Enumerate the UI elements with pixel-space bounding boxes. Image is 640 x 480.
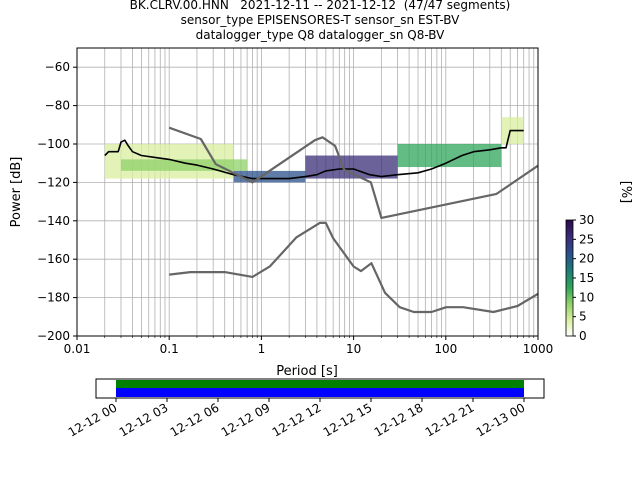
chart-title-line-1: BK.CLRV.00.HNN 2021-12-11 -- 2021-12-12 … [129, 0, 511, 12]
colorbar-label: [%] [618, 181, 633, 204]
y-tick-label: −140 [37, 214, 70, 228]
coverage-tick-label: 12-12 00 [66, 400, 120, 439]
coverage-tick-label: 12-12 18 [372, 400, 426, 439]
coverage-total-bar [116, 388, 524, 397]
x-tick-label: 10 [346, 342, 361, 356]
colorbar: 0 5 10 15 20 25 30 [%] [565, 181, 633, 343]
low-noise-model-line [169, 221, 538, 314]
y-tick-label: −200 [37, 329, 70, 343]
high-noise-model-line [168, 126, 538, 219]
colorbar-tick-label: 30 [579, 213, 594, 227]
chart-title-line-2: sensor_type EPISENSORES-T sensor_sn EST-… [180, 13, 460, 27]
y-axis-label: Power [dB] [9, 157, 24, 228]
y-tick-label: −100 [37, 137, 70, 151]
y-tick-label: −180 [37, 291, 70, 305]
y-tick-label: −80 [45, 99, 70, 113]
y-axis-ticks: −200 −180 −160 −140 −120 −100 −80 −60 [37, 60, 77, 343]
coverage-tick-label: 12-12 09 [219, 400, 273, 439]
psd-plot: 0.01 0.1 1 10 100 1000 −200 −180 −160 −140 −120 −1… [9, 47, 554, 379]
x-axis-ticks: 0.01 0.1 1 10 100 1000 [64, 336, 554, 356]
plot-frame [76, 47, 539, 337]
coverage-tick-label: 12-13 00 [474, 400, 528, 439]
y-tick-label: −160 [37, 252, 70, 266]
colorbar-tick-label: 20 [579, 252, 594, 266]
density-band [120, 159, 248, 171]
x-axis-label: Period [s] [276, 364, 338, 379]
density-band [305, 155, 398, 179]
colorbar-tick-label: 10 [579, 290, 594, 304]
colorbar-tick-label: 0 [579, 329, 587, 343]
density-band [233, 170, 306, 183]
coverage-tick-label: 12-12 12 [270, 400, 324, 439]
coverage-tick-label: 12-12 06 [168, 400, 222, 439]
coverage-bars [116, 380, 524, 397]
colorbar-tick-label: 15 [579, 271, 594, 285]
x-tick-label: 0.01 [64, 342, 91, 356]
coverage-tick-label: 12-12 15 [321, 400, 375, 439]
colorbar-tick-label: 5 [579, 310, 587, 324]
colorbar-tick-label: 25 [579, 232, 594, 246]
y-tick-label: −60 [45, 60, 70, 74]
coverage-tick-label: 12-12 21 [423, 400, 477, 439]
plot-area [77, 48, 538, 336]
colorbar-gradient [565, 219, 574, 337]
chart-title-line-3: datalogger_type Q8 datalogger_sn Q8-BV [195, 28, 445, 42]
density-heatmap [104, 117, 524, 183]
density-band [397, 144, 502, 168]
colorbar-ticks: 0 5 10 15 20 25 30 [573, 213, 594, 343]
mean-psd-line [104, 129, 524, 180]
coverage-used-bar [116, 380, 524, 388]
x-tick-label: 100 [434, 342, 457, 356]
x-tick-label: 1000 [523, 342, 554, 356]
x-tick-label: 0.1 [160, 342, 179, 356]
x-tick-label: 1 [258, 342, 266, 356]
y-tick-label: −120 [37, 175, 70, 189]
coverage-tick-label: 12-12 03 [117, 400, 171, 439]
curves [104, 126, 538, 314]
